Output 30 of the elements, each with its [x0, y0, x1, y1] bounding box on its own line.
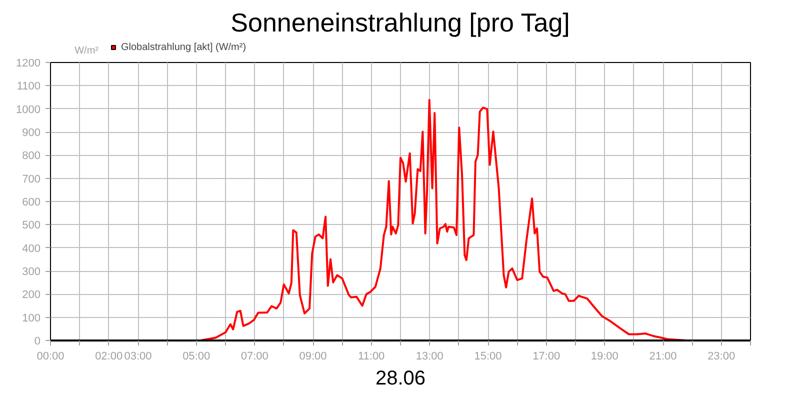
x-tick-label: 23:00: [708, 350, 736, 362]
x-tick-label: 17:00: [532, 350, 560, 362]
x-tick-label: 19:00: [590, 350, 618, 362]
x-tick-label: 09:00: [299, 350, 327, 362]
x-tick-label: 07:00: [240, 350, 268, 362]
chart-title: Sonneneinstrahlung [pro Tag]: [230, 8, 570, 38]
y-tick-label: 100: [22, 312, 41, 324]
y-tick-label: 200: [22, 289, 41, 302]
legend-label: Globalstrahlung [akt] (W/m²): [121, 41, 246, 53]
y-axis-title: W/m²: [74, 46, 100, 56]
y-tick-label: 1200: [16, 58, 41, 70]
x-tick-label: 21:00: [649, 350, 677, 362]
x-tick-label: 05:00: [182, 350, 210, 362]
x-tick-label: 15:00: [474, 350, 502, 362]
x-tick-label: 11:00: [358, 350, 385, 362]
y-tick-label: 300: [22, 266, 41, 278]
y-tick-label: 500: [22, 220, 41, 232]
y-tick-label: 1000: [16, 104, 41, 116]
y-tick-label: 900: [22, 127, 41, 139]
x-tick-label: 02:00: [95, 350, 123, 362]
y-tick-label: 800: [22, 150, 41, 162]
y-tick-label: 1100: [16, 80, 40, 93]
x-tick-label: 03:00: [124, 350, 152, 362]
x-tick-label: 13:00: [416, 350, 444, 362]
y-tick-label: 700: [22, 173, 41, 186]
y-tick-label: 600: [22, 196, 41, 208]
y-tick-label: 0: [34, 336, 41, 348]
x-axis-title: 28.06: [375, 368, 426, 390]
y-tick-label: 400: [22, 242, 41, 255]
x-tick-label: 00:00: [36, 350, 64, 362]
